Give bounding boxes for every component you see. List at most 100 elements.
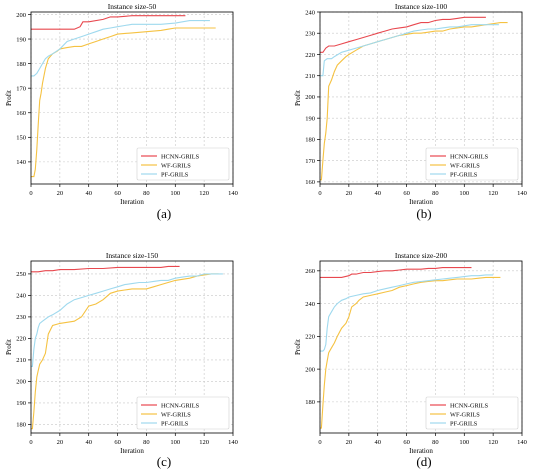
series-line-hcnn-grils — [320, 267, 472, 278]
panel-label: (c) — [157, 454, 171, 469]
y-tick-label: 190 — [305, 115, 315, 122]
legend: HCNN-GRILS WF-GRILS PF-GRILS — [136, 396, 230, 430]
legend-box — [425, 396, 519, 430]
x-tick-label: 80 — [143, 190, 150, 197]
x-tick-label: 80 — [432, 190, 439, 197]
x-tick-label: 60 — [403, 190, 410, 197]
series-line-hcnn-grils — [31, 15, 186, 30]
y-tick-label: 140 — [16, 159, 26, 166]
chart-title: Instance size-150 — [106, 251, 159, 260]
y-tick-label: 230 — [16, 314, 26, 321]
x-tick-label: 0 — [318, 190, 321, 197]
y-tick-label: 170 — [16, 85, 26, 92]
x-tick-label: 40 — [374, 190, 381, 197]
x-tick-label: 140 — [228, 439, 238, 446]
legend-box — [425, 147, 519, 181]
legend-label: WF-GRILS — [450, 162, 480, 169]
x-tick-label: 120 — [488, 439, 498, 446]
plot-frame — [30, 260, 234, 434]
y-tick-label: 250 — [16, 271, 26, 278]
y-tick-label: 240 — [16, 293, 26, 300]
legend-label: HCNN-GRILS — [161, 153, 200, 160]
y-tick-label: 190 — [16, 36, 26, 43]
x-tick-label: 80 — [432, 439, 439, 446]
series-line-pf-grils — [320, 24, 499, 77]
chart-panel-2: 0 20 40 60 80 100 120 140 160 170 180 190 200 210 220 2… — [294, 2, 527, 221]
legend-label: PF-GRILS — [450, 171, 478, 178]
x-axis-label: Iteration — [120, 447, 144, 455]
x-tick-label: 40 — [85, 439, 92, 446]
y-tick-label: 180 — [16, 61, 26, 68]
legend-label: PF-GRILS — [161, 171, 189, 178]
x-tick-label: 20 — [57, 439, 64, 446]
x-tick-label: 20 — [346, 190, 353, 197]
y-tick-label: 200 — [305, 94, 315, 101]
legend-label: HCNN-GRILS — [161, 402, 200, 409]
chart-title: Instance size-50 — [108, 2, 157, 11]
x-tick-label: 100 — [170, 439, 180, 446]
x-tick-label: 140 — [228, 190, 238, 197]
legend-box — [136, 147, 230, 181]
chart-panel-3: 0 20 40 60 80 100 120 140 180 190 200 210 220 230 240 2… — [5, 251, 238, 469]
x-axis-label: Iteration — [120, 198, 144, 206]
x-tick-label: 20 — [57, 190, 64, 197]
y-tick-label: 240 — [305, 301, 315, 308]
panel-label: (b) — [416, 206, 431, 221]
x-axis-label: Iteration — [409, 198, 433, 206]
plot-frame — [30, 11, 234, 185]
legend: HCNN-GRILS WF-GRILS PF-GRILS — [425, 396, 519, 430]
x-tick-label: 60 — [114, 439, 121, 446]
y-tick-label: 180 — [305, 137, 315, 144]
x-tick-label: 120 — [488, 190, 498, 197]
plot-frame — [319, 11, 523, 185]
legend-label: HCNN-GRILS — [450, 402, 489, 409]
y-tick-label: 160 — [305, 179, 315, 186]
y-tick-label: 180 — [16, 422, 26, 429]
x-tick-label: 80 — [143, 439, 150, 446]
legend-label: WF-GRILS — [450, 411, 480, 418]
y-tick-label: 220 — [305, 334, 315, 341]
panel-label: (a) — [157, 206, 171, 221]
legend-label: WF-GRILS — [161, 162, 191, 169]
series-line-wf-grils — [31, 27, 216, 178]
y-tick-label: 260 — [305, 268, 315, 275]
series-line-pf-grils — [320, 274, 494, 352]
y-axis-label: Profit — [5, 339, 13, 355]
legend-label: HCNN-GRILS — [450, 153, 489, 160]
y-tick-label: 210 — [16, 357, 26, 364]
x-tick-label: 100 — [459, 190, 469, 197]
x-tick-label: 140 — [517, 190, 527, 197]
y-tick-label: 180 — [305, 399, 315, 406]
y-tick-label: 170 — [305, 158, 315, 165]
legend-label: PF-GRILS — [450, 420, 478, 427]
x-tick-label: 100 — [459, 439, 469, 446]
series-line-wf-grils — [31, 273, 219, 430]
legend: HCNN-GRILS WF-GRILS PF-GRILS — [425, 147, 519, 181]
legend-box — [136, 396, 230, 430]
x-tick-label: 0 — [29, 190, 32, 197]
y-tick-label: 230 — [305, 31, 315, 38]
legend-label: WF-GRILS — [161, 411, 191, 418]
chart-title: Instance size-200 — [395, 251, 448, 260]
x-tick-label: 60 — [403, 439, 410, 446]
x-tick-label: 40 — [374, 439, 381, 446]
plot-frame — [319, 260, 523, 434]
y-tick-label: 210 — [305, 73, 315, 80]
series-line-pf-grils — [31, 20, 210, 77]
series-line-wf-grils — [320, 276, 501, 429]
y-axis-label: Profit — [294, 339, 302, 355]
y-tick-label: 200 — [16, 379, 26, 386]
chart-panel-1: 0 20 40 60 80 100 120 140 140 150 160 170 180 190 200 I… — [5, 2, 238, 221]
x-tick-label: 120 — [199, 439, 209, 446]
x-axis-label: Iteration — [409, 447, 433, 455]
panel-label: (d) — [416, 454, 431, 469]
x-tick-label: 100 — [170, 190, 180, 197]
x-tick-label: 60 — [114, 190, 121, 197]
series-line-hcnn-grils — [31, 265, 180, 273]
x-tick-label: 0 — [318, 439, 321, 446]
y-tick-label: 160 — [16, 110, 26, 117]
chart-title: Instance size-100 — [395, 2, 448, 11]
y-tick-label: 220 — [305, 52, 315, 59]
y-tick-label: 240 — [305, 9, 315, 16]
